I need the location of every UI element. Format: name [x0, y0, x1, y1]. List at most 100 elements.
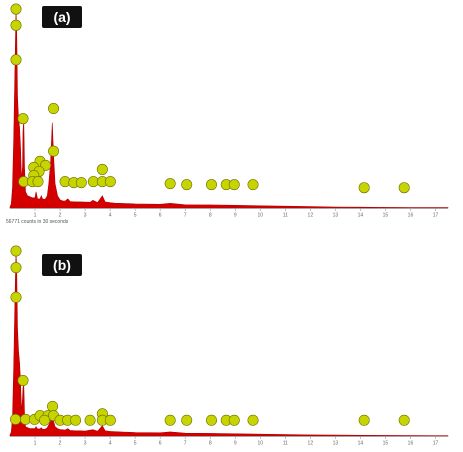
peak-marker-circle — [398, 182, 410, 194]
peak-label-marker — [398, 414, 410, 426]
peak-marker-circle — [17, 375, 29, 387]
x-tick-label: 16 — [408, 441, 414, 447]
peak-label-marker — [358, 414, 370, 426]
x-tick-label: 12 — [308, 441, 314, 447]
peak-label-marker — [10, 245, 22, 257]
peak-label-marker — [39, 414, 51, 426]
x-tick-label: 12 — [308, 213, 314, 219]
peak-label-marker — [96, 163, 108, 175]
x-tick-label: 7 — [184, 213, 187, 219]
peak-marker-circle — [10, 19, 22, 31]
x-tick-label: 5 — [134, 213, 137, 219]
x-tick-label: 15 — [383, 441, 389, 447]
peak-marker-circle — [164, 414, 176, 426]
peak-label-marker — [32, 176, 44, 188]
spectrum-trace — [9, 250, 449, 437]
peak-label-marker — [247, 179, 259, 191]
peak-marker-circle — [247, 179, 259, 191]
peak-label-marker — [10, 54, 22, 66]
x-tick-label: 9 — [234, 441, 237, 447]
peak-label-marker — [10, 19, 22, 31]
peak-label-marker — [247, 414, 259, 426]
peak-marker-circle — [48, 103, 60, 115]
peak-marker-circle — [181, 179, 193, 191]
peak-marker-circle — [75, 177, 87, 189]
peak-marker-circle — [17, 113, 29, 125]
peak-label-marker — [104, 414, 116, 426]
peak-marker-circle — [358, 414, 370, 426]
peak-marker-circle — [32, 176, 44, 188]
peak-label-marker — [48, 145, 60, 157]
peak-label-marker — [10, 413, 22, 425]
x-tick-label: 10 — [258, 441, 264, 447]
peak-label-marker — [164, 414, 176, 426]
peak-label-marker — [398, 182, 410, 194]
peak-label-marker — [17, 375, 29, 387]
peak-marker-circle — [228, 414, 240, 426]
axis-caption-a: 56771 counts in 30 seconds — [6, 219, 69, 225]
panel-label-a: (a) — [42, 6, 82, 28]
peak-label-marker — [70, 414, 82, 426]
peak-marker-circle — [181, 414, 193, 426]
peak-label-marker — [205, 414, 217, 426]
panel-label-b: (b) — [42, 254, 82, 276]
peak-marker-circle — [10, 54, 22, 66]
x-tick-label: 4 — [109, 441, 112, 447]
peak-label-marker — [17, 113, 29, 125]
x-tick-label: 2 — [59, 213, 62, 219]
spectrum-chart-b: 1 2 3 4 5 6 7 8 9 10 11 12 13 14 15 16 17 — [9, 245, 449, 447]
x-tick-label: 3 — [84, 213, 87, 219]
peak-marker-circle — [164, 178, 176, 190]
x-tick-label: 10 — [258, 213, 264, 219]
peak-label-marker — [228, 414, 240, 426]
peak-marker-circle — [398, 414, 410, 426]
spectrum-panel-a: 1 2 3 4 5 6 7 8 9 10 11 12 13 14 15 16 17 (a) 56771 coun… — [6, 3, 449, 225]
peak-marker-circle — [47, 400, 59, 412]
peak-label-marker — [181, 179, 193, 191]
peak-label-marker — [84, 414, 96, 426]
peak-label-marker — [228, 179, 240, 191]
x-tick-label: 17 — [433, 213, 439, 219]
peak-marker-circle — [84, 414, 96, 426]
x-tick-label: 1 — [34, 213, 37, 219]
peak-label-marker — [48, 103, 60, 115]
peak-label-marker — [47, 400, 59, 412]
x-tick-label: 15 — [383, 213, 389, 219]
x-tick-label: 13 — [333, 441, 339, 447]
peak-label-marker — [358, 182, 370, 194]
peak-label-marker — [75, 177, 87, 189]
peak-label-marker — [10, 262, 22, 274]
peak-marker-circle — [10, 3, 22, 15]
x-tick-label: 8 — [209, 213, 212, 219]
peak-marker-circle — [48, 145, 60, 157]
x-tick-label: 2 — [59, 441, 62, 447]
x-tick-label: 4 — [109, 213, 112, 219]
peak-marker-circle — [205, 414, 217, 426]
peak-marker-circle — [10, 291, 22, 303]
peak-label-marker — [104, 176, 116, 188]
peak-marker-circle — [104, 414, 116, 426]
x-tick-label: 14 — [358, 441, 364, 447]
spectrum-trace — [9, 9, 449, 209]
peak-marker-circle — [10, 413, 22, 425]
x-tick-label: 7 — [184, 441, 187, 447]
x-tick-label: 13 — [333, 213, 339, 219]
spectrum-chart-a: 1 2 3 4 5 6 7 8 9 10 11 12 13 14 15 16 17 — [9, 3, 449, 219]
peak-label-marker — [205, 179, 217, 191]
peak-label-marker — [164, 178, 176, 190]
x-tick-label: 17 — [433, 441, 439, 447]
peak-marker-circle — [39, 414, 51, 426]
peak-marker-circle — [358, 182, 370, 194]
spectrum-panel-b: 1 2 3 4 5 6 7 8 9 10 11 12 13 14 15 16 17 (b) — [0, 226, 463, 452]
peak-label-marker — [10, 291, 22, 303]
peak-marker-circle — [10, 245, 22, 257]
x-tick-label: 14 — [358, 213, 364, 219]
peak-label-marker — [10, 3, 22, 15]
peak-marker-circle — [228, 179, 240, 191]
x-tick-label: 1 — [34, 441, 37, 447]
x-tick-label: 5 — [134, 441, 137, 447]
peak-marker-circle — [205, 179, 217, 191]
x-tick-label: 9 — [234, 213, 237, 219]
x-tick-label: 6 — [159, 441, 162, 447]
x-tick-label: 8 — [209, 441, 212, 447]
